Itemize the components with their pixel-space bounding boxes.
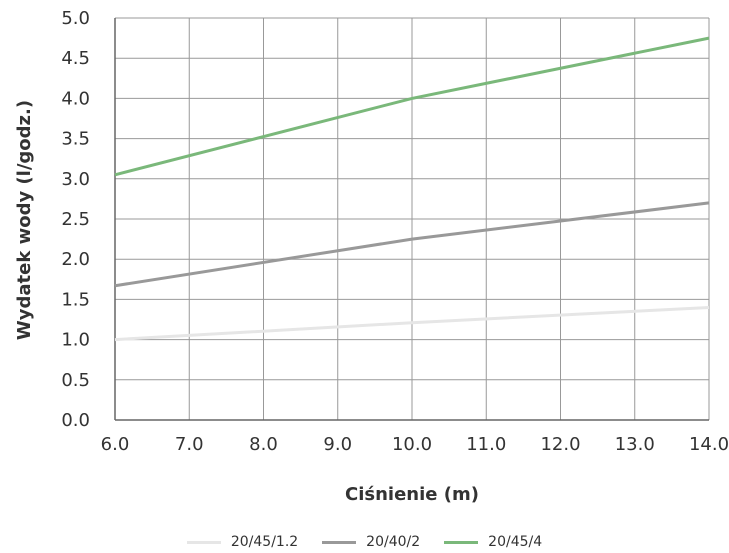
axes bbox=[114, 18, 709, 421]
series-line-20/45/1.2 bbox=[114, 305, 710, 342]
legend-item: 20/45/1.2 bbox=[186, 534, 299, 550]
x-axis-title: Ciśnienie (m) bbox=[345, 484, 479, 505]
x-tick-label: 11.0 bbox=[466, 434, 506, 455]
y-tick-label: 3.5 bbox=[61, 129, 90, 150]
series-line-20/45/4 bbox=[114, 36, 710, 177]
x-tick-label: 14.0 bbox=[689, 434, 729, 455]
y-axis-ticks: 0.0 0.5 1.0 1.5 2.0 2.5 3.0 3.5 4.0 4.5 5.0 bbox=[61, 8, 90, 431]
legend-label: 20/40/2 bbox=[366, 534, 421, 550]
y-tick-label: 1.5 bbox=[61, 289, 90, 310]
legend-item: 20/45/4 bbox=[444, 534, 542, 550]
legend-item: 20/40/2 bbox=[322, 534, 420, 550]
series-line-20/40/2 bbox=[114, 201, 710, 288]
y-tick-label: 1.0 bbox=[61, 330, 90, 351]
x-tick-label: 8.0 bbox=[249, 434, 278, 455]
x-tick-label: 10.0 bbox=[392, 434, 432, 455]
y-tick-label: 4.5 bbox=[61, 48, 90, 69]
grid bbox=[114, 17, 710, 421]
y-axis-title: Wydatek wody (l/godz.) bbox=[14, 100, 35, 340]
legend-swatch bbox=[186, 540, 221, 544]
x-tick-label: 12.0 bbox=[540, 434, 580, 455]
legend-label: 20/45/4 bbox=[488, 534, 543, 550]
x-tick-label: 6.0 bbox=[101, 434, 130, 455]
legend-swatch bbox=[444, 540, 479, 544]
y-tick-label: 0.5 bbox=[61, 370, 90, 391]
legend-swatch bbox=[322, 540, 357, 544]
y-tick-label: 0.0 bbox=[61, 410, 90, 431]
x-axis-ticks: 6.0 7.0 8.0 9.0 10.0 11.0 12.0 13.0 14.0 bbox=[101, 434, 729, 455]
y-tick-label: 4.0 bbox=[61, 88, 90, 109]
y-tick-label: 5.0 bbox=[61, 8, 90, 29]
x-tick-label: 7.0 bbox=[175, 434, 204, 455]
legend-label: 20/45/1.2 bbox=[230, 534, 299, 550]
legend: 20/45/1.2 20/40/2 20/45/4 bbox=[0, 534, 729, 550]
x-tick-label: 9.0 bbox=[323, 434, 352, 455]
x-tick-label: 13.0 bbox=[615, 434, 655, 455]
y-tick-label: 2.0 bbox=[61, 249, 90, 270]
series-lines bbox=[114, 36, 710, 342]
y-tick-label: 2.5 bbox=[61, 209, 90, 230]
y-tick-label: 3.0 bbox=[61, 169, 90, 190]
